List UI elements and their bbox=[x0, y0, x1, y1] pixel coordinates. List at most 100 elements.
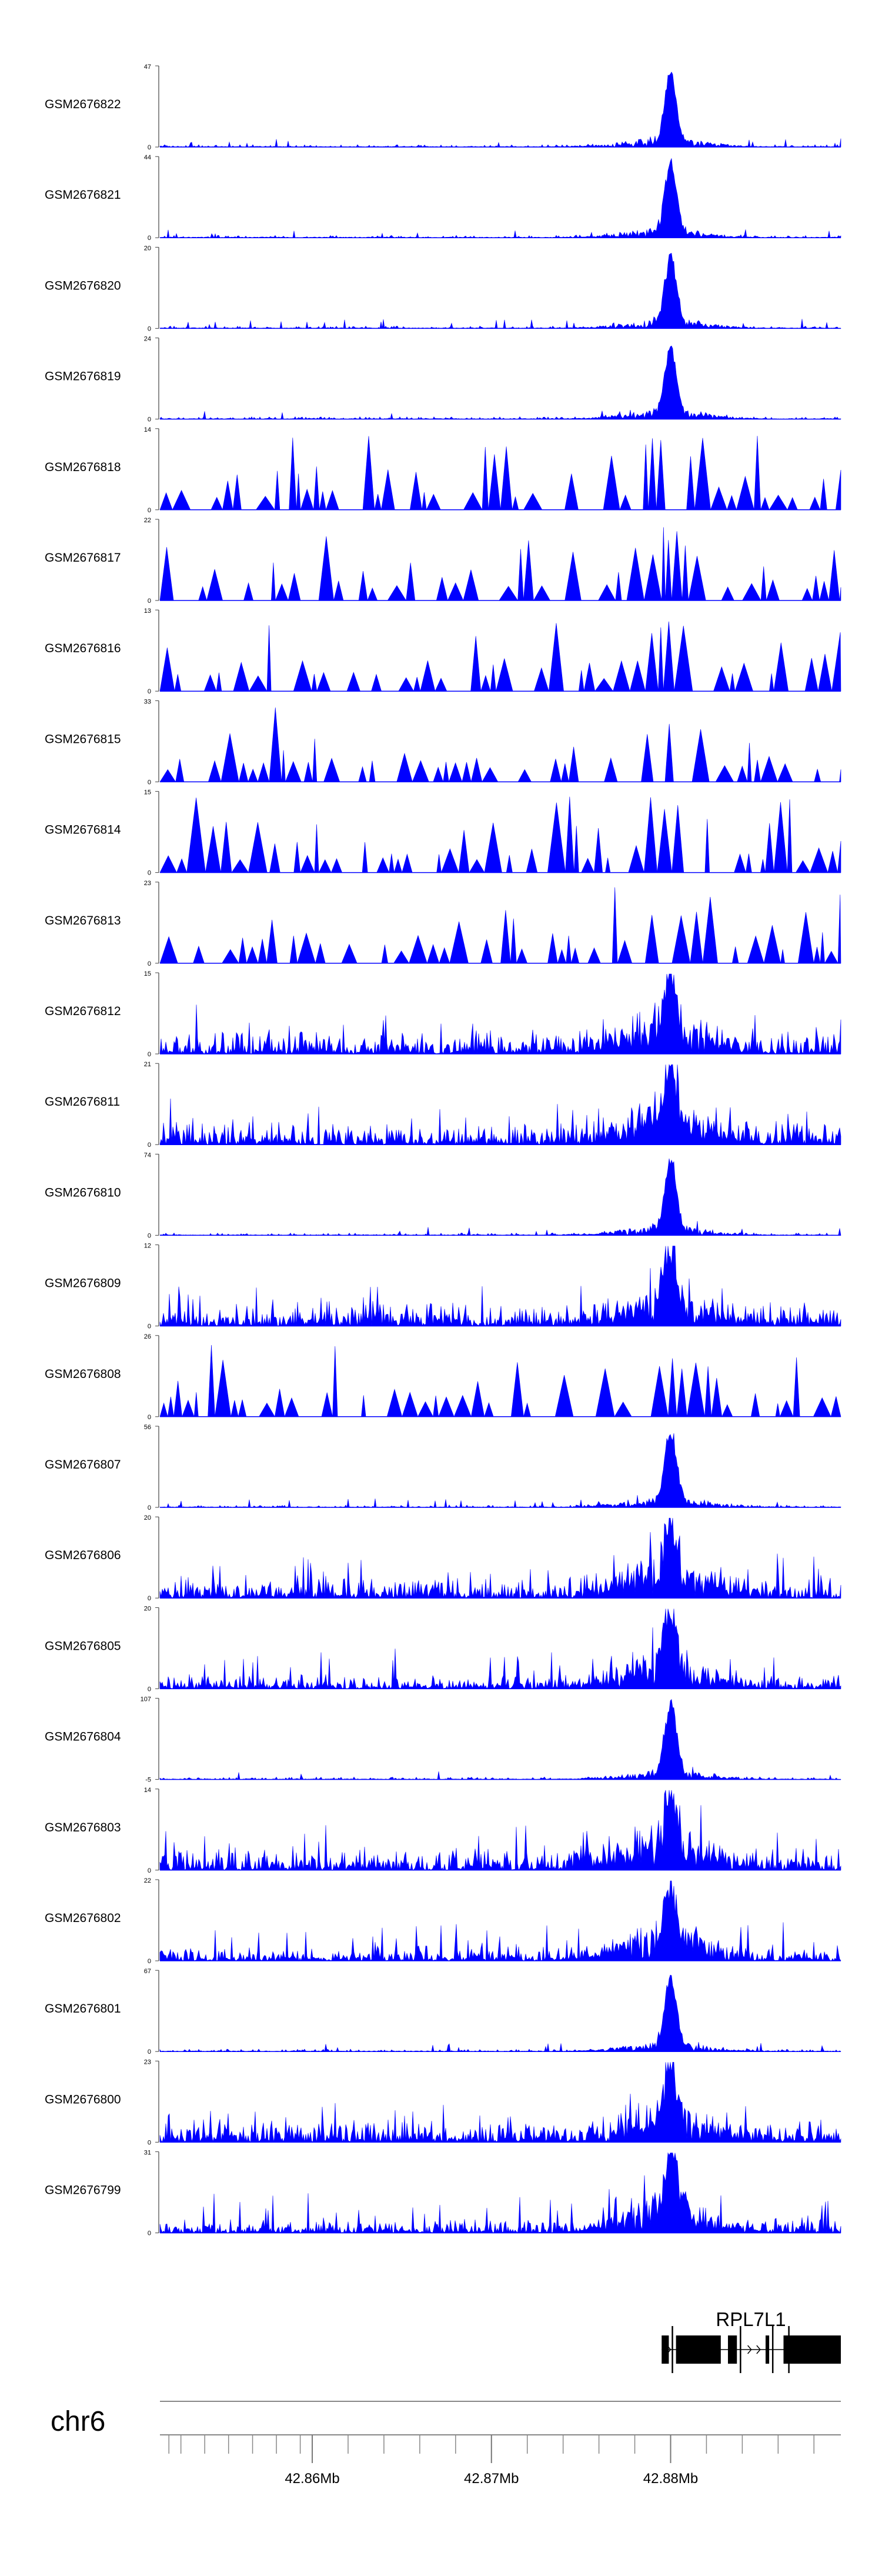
track-GSM2676816: GSM2676816 13 0 bbox=[45, 608, 841, 695]
y-tick-label: 22 bbox=[144, 1877, 151, 1884]
y-tick-label: 0 bbox=[148, 2139, 151, 2146]
coverage-area bbox=[159, 973, 841, 1055]
track-GSM2676808: GSM2676808 26 0 bbox=[45, 1333, 841, 1421]
track-GSM2676809: GSM2676809 12 0 bbox=[45, 1243, 841, 1330]
coverage-area bbox=[159, 707, 841, 783]
y-tick-label: 56 bbox=[144, 1424, 151, 1431]
track-label: GSM2676802 bbox=[45, 1911, 121, 1925]
y-tick-label: 0 bbox=[148, 325, 151, 332]
y-tick-label: 0 bbox=[148, 507, 151, 514]
track-label: GSM2676818 bbox=[45, 461, 121, 474]
y-tick-label: 21 bbox=[144, 1061, 151, 1068]
y-tick-label: 0 bbox=[148, 1595, 151, 1602]
track-GSM2676805: GSM2676805 20 0 bbox=[45, 1605, 841, 1693]
y-tick-label: 0 bbox=[148, 1323, 151, 1330]
strand-arrow bbox=[666, 2345, 671, 2354]
tick-label: 42.87Mb bbox=[464, 2471, 519, 2487]
track-label: GSM2676819 bbox=[45, 370, 121, 383]
y-tick-label: 0 bbox=[148, 416, 151, 423]
y-tick-label: 0 bbox=[148, 1686, 151, 1693]
track-GSM2676815: GSM2676815 33 0 bbox=[45, 698, 841, 786]
track-label: GSM2676817 bbox=[45, 551, 121, 565]
coverage-area bbox=[159, 345, 841, 420]
y-tick-label: 0 bbox=[148, 1958, 151, 1965]
coverage-area bbox=[159, 1433, 841, 1508]
coverage-area bbox=[159, 2152, 841, 2234]
track-label: GSM2676808 bbox=[45, 1367, 121, 1381]
track-GSM2676810: GSM2676810 74 0 bbox=[45, 1152, 841, 1239]
y-tick-label: 20 bbox=[144, 1514, 151, 1521]
coverage-tracks: GSM2676822470GSM2676821440GSM2676820200G… bbox=[45, 64, 841, 2237]
track-label: GSM2676799 bbox=[45, 2184, 121, 2197]
track-GSM2676813: GSM2676813 23 0 bbox=[45, 880, 841, 967]
y-tick-label: 0 bbox=[148, 2230, 151, 2237]
y-tick-label: 22 bbox=[144, 517, 151, 524]
coverage-area bbox=[159, 436, 841, 510]
tick-label: 42.86Mb bbox=[285, 2471, 339, 2487]
y-tick-label: 20 bbox=[144, 245, 151, 252]
coverage-area bbox=[159, 2062, 841, 2143]
coverage-area bbox=[159, 158, 841, 238]
exon bbox=[728, 2335, 737, 2364]
coverage-area bbox=[159, 1246, 841, 1327]
track-label: GSM2676800 bbox=[45, 2093, 121, 2106]
chromosome-label: chr6 bbox=[51, 2406, 105, 2437]
y-tick-label: 47 bbox=[144, 64, 151, 71]
track-GSM2676802: GSM2676802 22 0 bbox=[45, 1877, 841, 1965]
axis-ticks: 42.86Mb 42.87Mb 42.88Mb bbox=[168, 2435, 815, 2487]
exon bbox=[662, 2335, 669, 2364]
y-tick-label: 14 bbox=[144, 426, 151, 433]
strand-arrow bbox=[747, 2345, 752, 2354]
y-tick-label: 0 bbox=[148, 688, 151, 695]
gene-track: RPL7L1 bbox=[662, 2308, 841, 2373]
coverage-area bbox=[159, 71, 841, 148]
y-tick-label: 0 bbox=[148, 144, 151, 151]
coverage-area bbox=[159, 527, 841, 602]
coverage-area bbox=[159, 253, 841, 329]
track-GSM2676821: GSM2676821 44 0 bbox=[45, 154, 841, 242]
track-GSM2676800: GSM2676800 23 0 bbox=[45, 2058, 841, 2146]
coverage-area bbox=[159, 1158, 841, 1236]
coverage-area bbox=[159, 1880, 841, 1962]
y-tick-label: 0 bbox=[148, 1414, 151, 1421]
track-GSM2676814: GSM2676814 15 0 bbox=[45, 789, 841, 877]
track-GSM2676818: GSM2676818 14 0 bbox=[45, 426, 841, 514]
y-tick-label: 24 bbox=[144, 336, 151, 343]
track-GSM2676817: GSM2676817 22 0 bbox=[45, 517, 841, 605]
track-GSM2676822: GSM2676822 47 0 bbox=[45, 64, 841, 151]
track-GSM2676806: GSM2676806 20 0 bbox=[45, 1514, 841, 1602]
track-GSM2676820: GSM2676820 20 0 bbox=[45, 245, 841, 332]
genome-axis: chr6 42.86Mb 42.87Mb 42.88Mb bbox=[51, 2401, 841, 2487]
y-tick-label: 15 bbox=[144, 970, 151, 977]
track-label: GSM2676806 bbox=[45, 1549, 121, 1562]
y-tick-label: 0 bbox=[148, 235, 151, 242]
exon bbox=[676, 2335, 721, 2364]
gene-exons bbox=[662, 2326, 841, 2373]
coverage-area bbox=[159, 1064, 841, 1145]
track-label: GSM2676809 bbox=[45, 1277, 121, 1290]
coverage-area bbox=[159, 796, 841, 873]
track-label: GSM2676820 bbox=[45, 279, 121, 292]
coverage-area bbox=[159, 1344, 841, 1417]
y-tick-label: 26 bbox=[144, 1333, 151, 1340]
gene-strand-arrows bbox=[666, 2345, 761, 2354]
track-label: GSM2676816 bbox=[45, 642, 121, 655]
track-GSM2676807: GSM2676807 56 0 bbox=[45, 1424, 841, 1511]
coverage-area bbox=[159, 887, 841, 964]
track-label: GSM2676814 bbox=[45, 823, 121, 837]
track-label: GSM2676805 bbox=[45, 1639, 121, 1653]
tick-label: 42.88Mb bbox=[643, 2471, 698, 2487]
track-GSM2676819: GSM2676819 24 0 bbox=[45, 336, 841, 423]
track-label: GSM2676811 bbox=[45, 1095, 120, 1109]
track-label: GSM2676815 bbox=[45, 732, 121, 746]
y-tick-label: 0 bbox=[148, 1504, 151, 1511]
exon bbox=[783, 2335, 841, 2364]
track-label: GSM2676812 bbox=[45, 1005, 121, 1018]
track-label: GSM2676803 bbox=[45, 1821, 121, 1834]
y-tick-label: 0 bbox=[148, 598, 151, 605]
coverage-area bbox=[159, 1609, 841, 1690]
y-tick-label: 0 bbox=[148, 1867, 151, 1874]
track-GSM2676811: GSM2676811 21 0 bbox=[45, 1061, 841, 1149]
y-tick-label: 74 bbox=[144, 1152, 151, 1159]
track-GSM2676801: GSM2676801 67 0 bbox=[45, 1968, 841, 2056]
